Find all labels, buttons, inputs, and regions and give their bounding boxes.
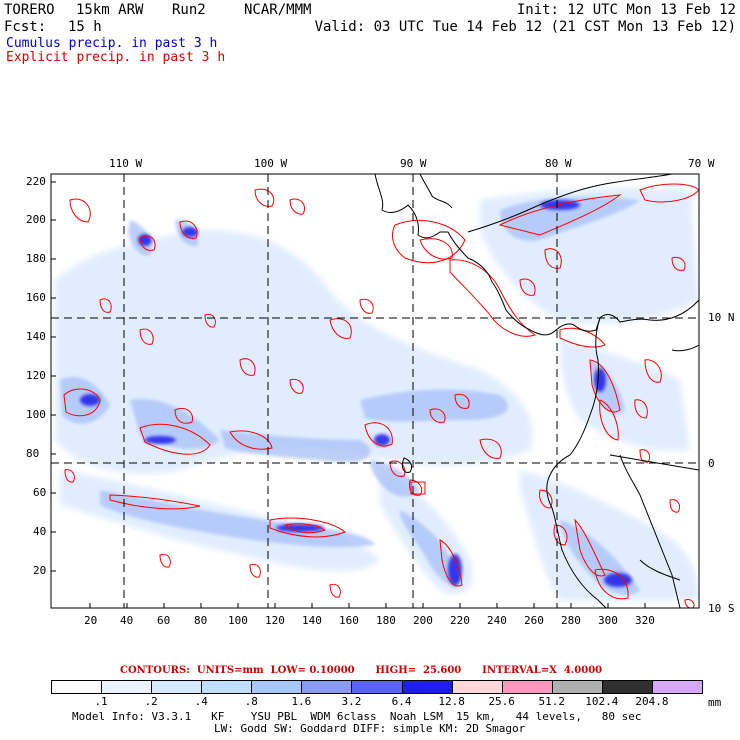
forecast-label: Fcst:: [4, 19, 47, 35]
colorbar-unit: mm: [708, 696, 722, 709]
colorbar-swatch: [51, 680, 103, 694]
x-tick-label: 240: [487, 614, 507, 627]
colorbar-swatch: [151, 680, 203, 694]
colorbar-swatch: [651, 680, 703, 694]
lon-label: 110 W: [109, 157, 143, 170]
y-tick-label: 200: [26, 213, 46, 226]
colorbar-label: .4: [194, 695, 208, 708]
colorbar-label: .8: [244, 695, 258, 708]
graticule: [51, 174, 699, 608]
forecast-hour: 15 h: [68, 19, 102, 35]
colorbar-label: .1: [94, 695, 108, 708]
x-tick-label: 280: [561, 614, 581, 627]
colorbar-label: 25.6: [488, 695, 515, 708]
colorbar-swatch: [101, 680, 153, 694]
colorbar-swatch: [401, 680, 453, 694]
colorbar-swatch: [351, 680, 403, 694]
colorbar-swatch: [601, 680, 653, 694]
x-tick-label: 20: [84, 614, 98, 627]
y-tick-label: 40: [33, 525, 47, 538]
model-name: TORERO: [4, 2, 55, 18]
lon-label: 100 W: [254, 157, 288, 170]
model-info-line: Model Info: V3.3.1 KF YSU PBL WDM 6class…: [72, 710, 642, 723]
colorbar-swatch: [551, 680, 603, 694]
colorbar-label: 1.6: [291, 695, 312, 708]
lat-label: 0: [708, 457, 715, 470]
cumulus-medium-field: [60, 197, 640, 596]
x-tick-label: 180: [376, 614, 396, 627]
lon-label: 90 W: [400, 157, 427, 170]
colorbar-label: 51.2: [538, 695, 566, 708]
x-tick-label: 160: [339, 614, 359, 627]
map-frame: [50, 173, 700, 609]
y-tick-label: 180: [26, 252, 46, 265]
colorbar-swatch: [251, 680, 303, 694]
x-tick-label: 140: [302, 614, 322, 627]
colorbar-label: 102.4: [585, 695, 619, 708]
x-tick-label: 220: [450, 614, 470, 627]
x-tick-label: 200: [413, 614, 433, 627]
x-tick-label: 320: [635, 614, 655, 627]
lon-label: 80 W: [545, 157, 572, 170]
x-tick-label: 40: [120, 614, 134, 627]
colorbar-label: 3.2: [341, 695, 362, 708]
colorbar-label: 204.8: [635, 695, 669, 708]
colorbar-label: 6.4: [391, 695, 412, 708]
y-tick-label: 160: [26, 291, 46, 304]
lat-label: 10 S: [708, 602, 735, 615]
model-resolution: 15km ARW: [76, 2, 144, 18]
colorbar-swatch: [201, 680, 253, 694]
x-tick-label: 300: [598, 614, 618, 627]
y-tick-label: 60: [33, 486, 47, 499]
valid-time: Valid: 03 UTC Tue 14 Feb 12 (21 CST Mon …: [314, 19, 736, 35]
lon-label: 70 W: [688, 157, 715, 170]
cumulus-field-label: Cumulus precip. in past 3 h: [6, 36, 218, 51]
x-tick-label: 120: [265, 614, 285, 627]
y-tick-label: 120: [26, 369, 46, 382]
x-tick-label: 60: [157, 614, 171, 627]
colorbar-swatch: [501, 680, 553, 694]
x-tick-label: 80: [194, 614, 208, 627]
contour-info: CONTOURS: UNITS=mm LOW= 0.10000 HIGH= 25…: [120, 665, 603, 676]
y-tick-label: 140: [26, 330, 46, 343]
colorbar-label: 12.8: [438, 695, 465, 708]
model-org: NCAR/MMM: [244, 2, 312, 18]
x-tick-label: 260: [524, 614, 544, 627]
colorbar-swatch: [301, 680, 353, 694]
y-tick-label: 100: [26, 408, 46, 421]
lat-label: 10 N: [708, 311, 735, 324]
colorbar-label: .2: [144, 695, 158, 708]
init-time: Init: 12 UTC Mon 13 Feb 12: [516, 2, 736, 18]
explicit-field-label: Explicit precip. in past 3 h: [6, 50, 226, 65]
y-tick-label: 220: [26, 175, 46, 188]
colorbar-swatch: [451, 680, 503, 694]
y-tick-label: 20: [33, 564, 47, 577]
physics-info-line: LW: Godd SW: Goddard DIFF: simple KM: 2D…: [214, 722, 526, 735]
y-tick-label: 80: [26, 447, 40, 460]
x-tick-label: 100: [228, 614, 248, 627]
model-run: Run2: [172, 2, 206, 18]
axis-ticks: [51, 181, 646, 608]
